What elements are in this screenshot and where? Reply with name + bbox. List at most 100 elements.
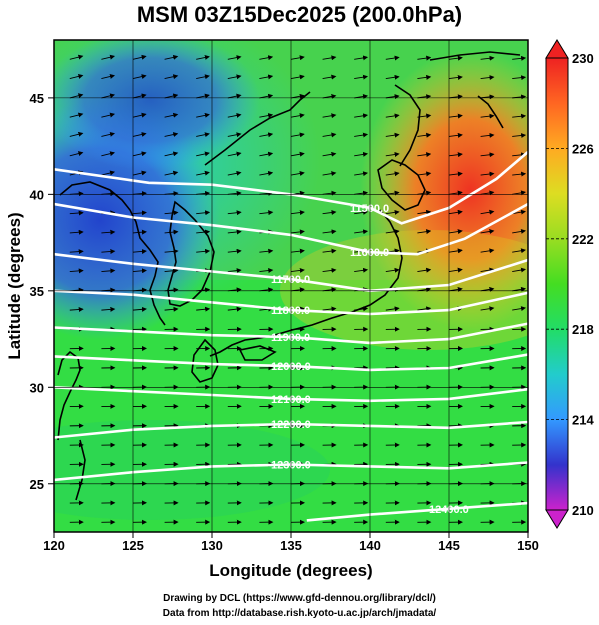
wind-arrow bbox=[385, 151, 400, 157]
wind-arrow bbox=[101, 93, 116, 99]
wind-arrow bbox=[196, 229, 211, 235]
y-axis-label: Latitude (degrees) bbox=[5, 212, 24, 359]
wind-arrow bbox=[290, 267, 305, 273]
wind-arrow bbox=[290, 113, 305, 119]
wind-arrow bbox=[512, 55, 527, 61]
wind-arrow bbox=[512, 209, 527, 215]
wind-arrow bbox=[227, 74, 242, 80]
coastline-russia-east bbox=[204, 91, 311, 166]
wind-arrow bbox=[164, 93, 179, 99]
height-contour-label: 11700.0 bbox=[271, 274, 310, 286]
wind-arrow bbox=[322, 151, 337, 157]
wind-arrow bbox=[322, 267, 337, 273]
height-contour-label: 11600.0 bbox=[350, 247, 389, 259]
wind-arrow bbox=[101, 54, 116, 60]
wind-arrow bbox=[227, 151, 242, 157]
wind-arrow bbox=[132, 112, 147, 118]
wind-arrow bbox=[480, 229, 495, 234]
wind-arrow bbox=[164, 248, 179, 254]
colorbar-tick-label: 210 bbox=[572, 503, 594, 518]
wind-arrow bbox=[259, 268, 274, 273]
wind-arrow bbox=[480, 132, 495, 138]
map-title: MSM 03Z15Dec2025 (200.0hPa) bbox=[136, 2, 463, 27]
wind-arrow bbox=[227, 112, 242, 118]
wind-arrow bbox=[227, 229, 242, 235]
wind-arrow bbox=[259, 74, 274, 80]
wind-arrow bbox=[132, 170, 147, 176]
coastline-shikoku bbox=[238, 345, 277, 361]
wind-arrow bbox=[385, 94, 400, 100]
x-tick-label: 145 bbox=[438, 538, 460, 553]
wind-arrow bbox=[448, 152, 463, 158]
wind-arrow bbox=[385, 74, 400, 80]
wind-arrow bbox=[132, 132, 147, 137]
wind-arrow bbox=[196, 74, 210, 80]
wind-arrow bbox=[448, 113, 463, 119]
colorbar-tick-label: 222 bbox=[572, 232, 594, 247]
wind-arrow bbox=[196, 170, 210, 176]
wind-arrow bbox=[417, 287, 432, 292]
wind-arrow bbox=[69, 112, 84, 118]
wind-arrow bbox=[132, 248, 147, 254]
wind-arrow bbox=[101, 306, 116, 312]
wind-arrow bbox=[385, 306, 400, 312]
x-tick-label: 140 bbox=[359, 538, 381, 553]
wind-arrow bbox=[512, 133, 527, 139]
wind-arrow bbox=[385, 229, 400, 235]
wind-arrow bbox=[69, 210, 84, 216]
wind-arrow bbox=[259, 113, 274, 118]
wind-arrow bbox=[259, 55, 274, 61]
wind-arrow bbox=[480, 190, 495, 196]
wind-arrow bbox=[164, 306, 179, 312]
wind-arrow bbox=[512, 306, 527, 312]
x-axis-label: Longitude (degrees) bbox=[209, 561, 372, 580]
wind-arrow bbox=[132, 93, 147, 99]
x-tick-label: 125 bbox=[122, 538, 144, 553]
y-tick-label: 30 bbox=[30, 380, 44, 395]
wind-arrow bbox=[354, 229, 369, 235]
contour-labels: 11500.011600.011700.011800.011900.012000… bbox=[271, 203, 469, 516]
wind-arrow bbox=[385, 190, 400, 196]
wind-arrow bbox=[259, 170, 274, 176]
wind-arrow bbox=[354, 74, 369, 80]
wind-arrow bbox=[259, 132, 274, 138]
wind-arrow bbox=[385, 113, 400, 119]
wind-arrow bbox=[448, 190, 463, 196]
wind-arrow bbox=[322, 93, 337, 99]
wind-arrow bbox=[227, 210, 242, 216]
wind-arrow bbox=[448, 74, 463, 80]
coastline-kyushu bbox=[191, 338, 219, 383]
wind-arrow bbox=[417, 171, 432, 177]
wind-arrow bbox=[196, 151, 210, 157]
wind-arrow bbox=[448, 248, 463, 254]
height-contour-label: 11800.0 bbox=[271, 305, 310, 317]
wind-arrow bbox=[322, 229, 337, 235]
wind-arrow bbox=[354, 151, 369, 157]
wind-arrow bbox=[290, 55, 305, 61]
wind-arrow bbox=[385, 267, 400, 273]
y-tick-label: 25 bbox=[30, 477, 44, 492]
wind-arrow bbox=[480, 75, 495, 81]
wind-arrow bbox=[132, 151, 147, 157]
wind-arrow bbox=[512, 286, 527, 292]
wind-arrow bbox=[354, 171, 369, 177]
lat-lon-grid bbox=[54, 40, 528, 532]
wind-arrow bbox=[322, 210, 337, 215]
wind-arrow bbox=[512, 75, 527, 81]
height-contour-label: 11500.0 bbox=[350, 203, 389, 215]
wind-arrow bbox=[385, 55, 400, 61]
coastline-sakhalin bbox=[394, 84, 421, 167]
wind-arrow bbox=[480, 267, 495, 273]
wind-arrow bbox=[290, 151, 305, 157]
wind-arrow bbox=[385, 132, 400, 138]
wind-arrow bbox=[101, 131, 116, 137]
wind-arrow bbox=[101, 170, 116, 176]
coastline-korea bbox=[167, 200, 215, 307]
coastline-taiwan bbox=[75, 439, 86, 501]
colorbar-tick-label: 214 bbox=[572, 413, 594, 428]
wind-arrow bbox=[480, 209, 495, 215]
colorbar-body bbox=[545, 57, 569, 511]
wind-arrow bbox=[417, 74, 432, 80]
wind-arrow bbox=[196, 248, 211, 254]
height-contour-line bbox=[54, 202, 528, 256]
